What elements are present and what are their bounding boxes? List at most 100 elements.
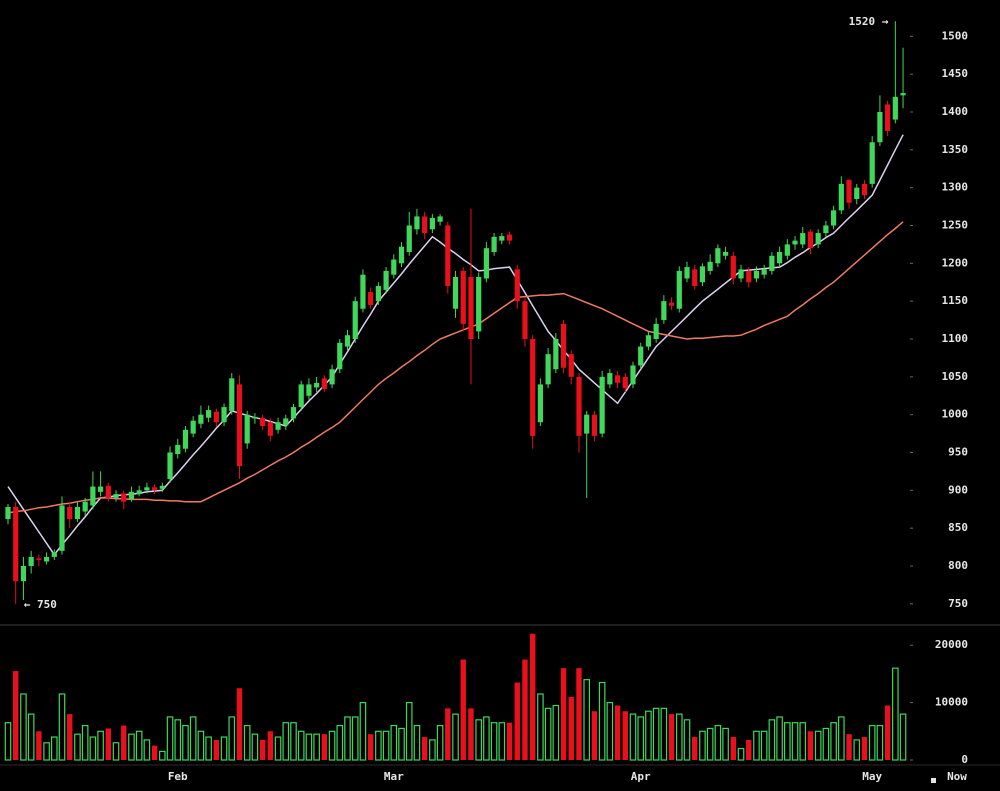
candle-body	[344, 335, 351, 347]
candle-body	[900, 93, 906, 96]
moving-average-line	[7, 134, 904, 556]
volume-bar	[514, 682, 520, 760]
candle-body	[198, 414, 204, 424]
candle-body	[375, 286, 381, 302]
candle-body	[121, 493, 127, 502]
candle-body	[337, 342, 343, 370]
volume-bar	[699, 730, 706, 761]
candle-body	[831, 210, 837, 226]
volume-bar	[868, 724, 876, 761]
candle-body	[368, 292, 374, 305]
volume-bar	[899, 713, 907, 761]
candle-body	[761, 269, 767, 275]
y-tick-label: 850	[948, 521, 968, 534]
candle-body	[823, 225, 829, 234]
y2-tick-label: 20000	[935, 638, 968, 651]
candle-body	[5, 506, 11, 520]
candle-body	[468, 276, 474, 339]
candle-body	[105, 485, 111, 498]
candle-body	[244, 414, 250, 444]
volume-bar	[128, 733, 135, 761]
volume-bar	[460, 659, 466, 760]
volume-bar	[243, 724, 251, 761]
volume-bar	[652, 707, 660, 761]
candle-body	[854, 187, 860, 200]
candle-body	[13, 506, 19, 582]
volume-bar	[390, 724, 398, 761]
volume-bar	[591, 711, 598, 760]
y-tick-label: 950	[948, 446, 968, 459]
volume-bar	[359, 702, 367, 761]
volume-bar	[760, 730, 768, 761]
volume-bar	[344, 716, 351, 761]
candle-body	[584, 414, 590, 434]
volume-bar	[236, 688, 243, 760]
candle-body	[422, 216, 428, 234]
candle-body	[684, 267, 690, 279]
candle-body	[784, 244, 790, 256]
x-tick-label: Apr	[631, 770, 651, 783]
volume-bar	[746, 739, 752, 760]
volume-bar	[97, 730, 104, 761]
volume-bar	[675, 713, 683, 761]
candle-body	[159, 485, 165, 489]
volume-bar	[498, 722, 506, 761]
volume-bar	[660, 707, 668, 761]
candle-body	[514, 269, 520, 302]
candle-body	[707, 261, 713, 271]
volume-bar	[351, 716, 359, 761]
y-tick-label: 1100	[942, 332, 969, 345]
y-tick-label: 1050	[942, 370, 969, 383]
candle-body	[753, 270, 760, 279]
volume-bar	[799, 722, 807, 761]
candle-body	[560, 323, 567, 368]
candle-body	[51, 552, 57, 557]
candle-body	[136, 490, 142, 495]
candle-body	[175, 444, 181, 455]
volume-bar	[876, 724, 884, 761]
volume-bar	[274, 736, 282, 761]
volume-bar	[714, 724, 722, 761]
volume-bar	[884, 705, 891, 760]
volume-bar	[522, 659, 528, 760]
candle-body	[491, 236, 497, 252]
volume-bar	[753, 730, 760, 761]
volume-bar	[151, 745, 158, 760]
volume-bar	[606, 702, 614, 761]
candle-body	[229, 378, 235, 411]
y-tick-label: 1200	[942, 256, 969, 269]
y-tick-label: 800	[948, 559, 968, 572]
candle-body	[645, 335, 652, 347]
candle-body	[537, 384, 544, 423]
volume-bar	[4, 722, 12, 761]
volume-bar	[637, 716, 645, 761]
volume-bar	[367, 734, 374, 760]
volume-bar	[259, 739, 266, 760]
volume-bar	[475, 719, 482, 761]
volume-bar	[36, 731, 42, 760]
candle-body	[236, 384, 243, 467]
candle-body	[283, 418, 289, 426]
candle-body	[190, 420, 196, 434]
candle-body	[892, 96, 898, 120]
volume-bar	[830, 722, 837, 761]
candle-body	[90, 486, 96, 506]
volume-bar	[490, 722, 498, 761]
candle-body	[777, 251, 783, 264]
candle-body	[144, 487, 150, 491]
volume-bar	[182, 724, 189, 761]
volume-bar	[112, 742, 120, 761]
volume-bar	[814, 730, 822, 761]
volume-bar	[220, 736, 228, 761]
volume-bar	[159, 750, 166, 761]
candle-body	[321, 378, 327, 389]
candle-body	[414, 216, 420, 230]
volume-bar	[622, 711, 628, 760]
x-tick-label: Feb	[168, 770, 188, 783]
candle-body	[97, 486, 104, 492]
volume-bar	[683, 719, 691, 761]
volume-bar	[297, 730, 305, 761]
candle-body	[730, 255, 736, 279]
candle-body	[476, 276, 482, 332]
